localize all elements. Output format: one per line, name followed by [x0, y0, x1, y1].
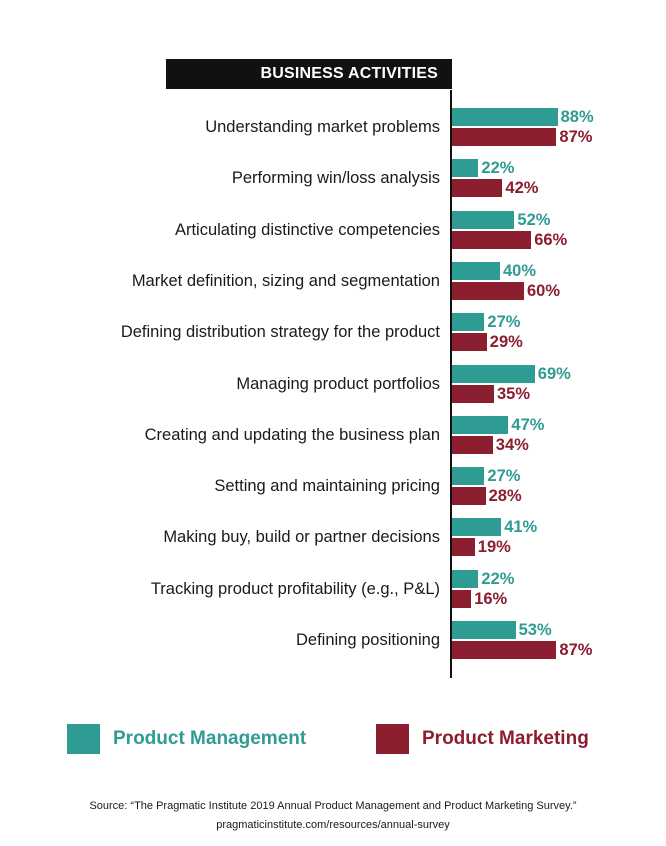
bar-product-management — [452, 518, 502, 537]
data-label-product-marketing: 66% — [534, 230, 568, 249]
y-axis-line — [450, 90, 452, 678]
data-label-product-marketing: 34% — [495, 435, 529, 454]
data-label-product-marketing: 35% — [497, 384, 531, 403]
data-label-product-management: 40% — [503, 261, 537, 280]
bar-product-management — [452, 210, 515, 229]
source-url: pragmaticinstitute.com/resources/annual-… — [216, 819, 450, 831]
bar-product-management — [452, 415, 509, 434]
data-label-product-marketing: 87% — [559, 128, 593, 146]
bar-product-marketing — [452, 589, 472, 608]
data-label-product-management: 41% — [504, 518, 538, 537]
data-label-product-marketing: 42% — [505, 179, 539, 198]
category-label: Making buy, build or partner decisions — [163, 528, 440, 547]
bar-product-marketing — [452, 230, 532, 249]
category-label: Defining positioning — [295, 631, 440, 649]
category-label: Tracking product profitability (e.g., P&… — [150, 579, 440, 598]
data-label-product-management: 27% — [487, 313, 521, 332]
data-label-product-marketing: 60% — [527, 281, 561, 300]
data-label-product-management: 22% — [481, 569, 515, 588]
category-label: Setting and maintaining pricing — [214, 477, 440, 496]
category-label: Creating and updating the business plan — [144, 425, 440, 444]
bar-product-management — [452, 364, 535, 383]
bar-product-marketing — [452, 179, 503, 198]
category-label: Articulating distinctive competencies — [174, 220, 440, 239]
bar-product-marketing — [452, 281, 524, 300]
data-label-product-marketing: 29% — [489, 333, 523, 352]
bar-product-marketing — [452, 384, 494, 403]
legend-swatch-product-marketing — [376, 724, 409, 754]
legend-label-product-management: Product Management — [113, 728, 307, 749]
data-label-product-marketing: 16% — [474, 589, 508, 608]
category-label: Defining distribution strategy for the p… — [120, 323, 440, 342]
bar-product-marketing — [452, 128, 557, 146]
data-label-product-management: 27% — [487, 467, 521, 486]
chart-title: BUSINESS ACTIVITIES — [166, 59, 452, 89]
data-label-product-marketing: 19% — [477, 538, 511, 557]
bar-product-management — [452, 108, 558, 126]
bar-product-management — [452, 313, 485, 332]
data-label-product-management: 69% — [537, 364, 571, 383]
data-label-product-management: 22% — [481, 159, 515, 178]
category-label: Managing product portfolios — [236, 374, 440, 393]
data-label-product-management: 47% — [511, 415, 545, 434]
category-label: Performing win/loss analysis — [231, 169, 440, 188]
data-label-product-management: 52% — [517, 210, 551, 229]
bar-product-marketing — [452, 333, 487, 352]
data-label-product-marketing: 28% — [488, 487, 522, 506]
bar-product-marketing — [452, 435, 493, 454]
data-label-product-marketing: 87% — [559, 641, 593, 659]
bar-product-management — [452, 159, 479, 178]
data-label-product-management: 53% — [518, 621, 552, 639]
source-note: Source: “The Pragmatic Institute 2019 An… — [89, 800, 577, 812]
legend-label-product-marketing: Product Marketing — [422, 728, 589, 749]
bar-product-marketing — [452, 538, 475, 557]
bar-product-marketing — [452, 641, 557, 659]
category-label: Market definition, sizing and segmentati… — [131, 271, 440, 290]
data-label-product-management: 88% — [560, 108, 594, 126]
bar-product-management — [452, 569, 479, 588]
legend-swatch-product-management — [67, 724, 100, 754]
bar-product-marketing — [452, 487, 486, 506]
bar-product-management — [452, 467, 485, 486]
bar-product-management — [452, 621, 516, 639]
bar-product-management — [452, 261, 500, 280]
category-label: Understanding market problems — [205, 118, 440, 136]
